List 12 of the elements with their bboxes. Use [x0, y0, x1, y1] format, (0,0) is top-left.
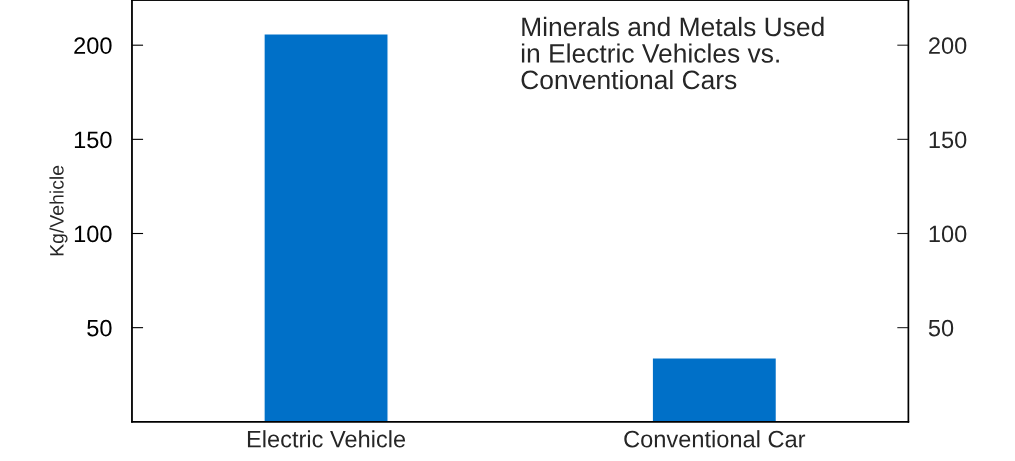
y2-tick-label: 100 — [929, 225, 967, 243]
text: Minerals and Metals Used in Electric Vehicles vs. Conventional Cars — [521, 16, 824, 90]
x-tick-label: Electric Vehicle — [247, 430, 406, 448]
y-tick-label: 50 — [87, 319, 112, 337]
y2-tick-label: 50 — [928, 319, 954, 337]
y-tick-label: 100 — [74, 225, 112, 243]
y2-tick-label: 150 — [929, 131, 967, 149]
y2-tick-label: 200 — [929, 37, 967, 54]
y-tick-label: 200 — [74, 37, 112, 54]
x-tick-label: Conventional Car — [624, 430, 806, 448]
y-tick-label: 150 — [74, 131, 112, 149]
y-axis-title: Kg/Vehicle — [49, 165, 68, 256]
